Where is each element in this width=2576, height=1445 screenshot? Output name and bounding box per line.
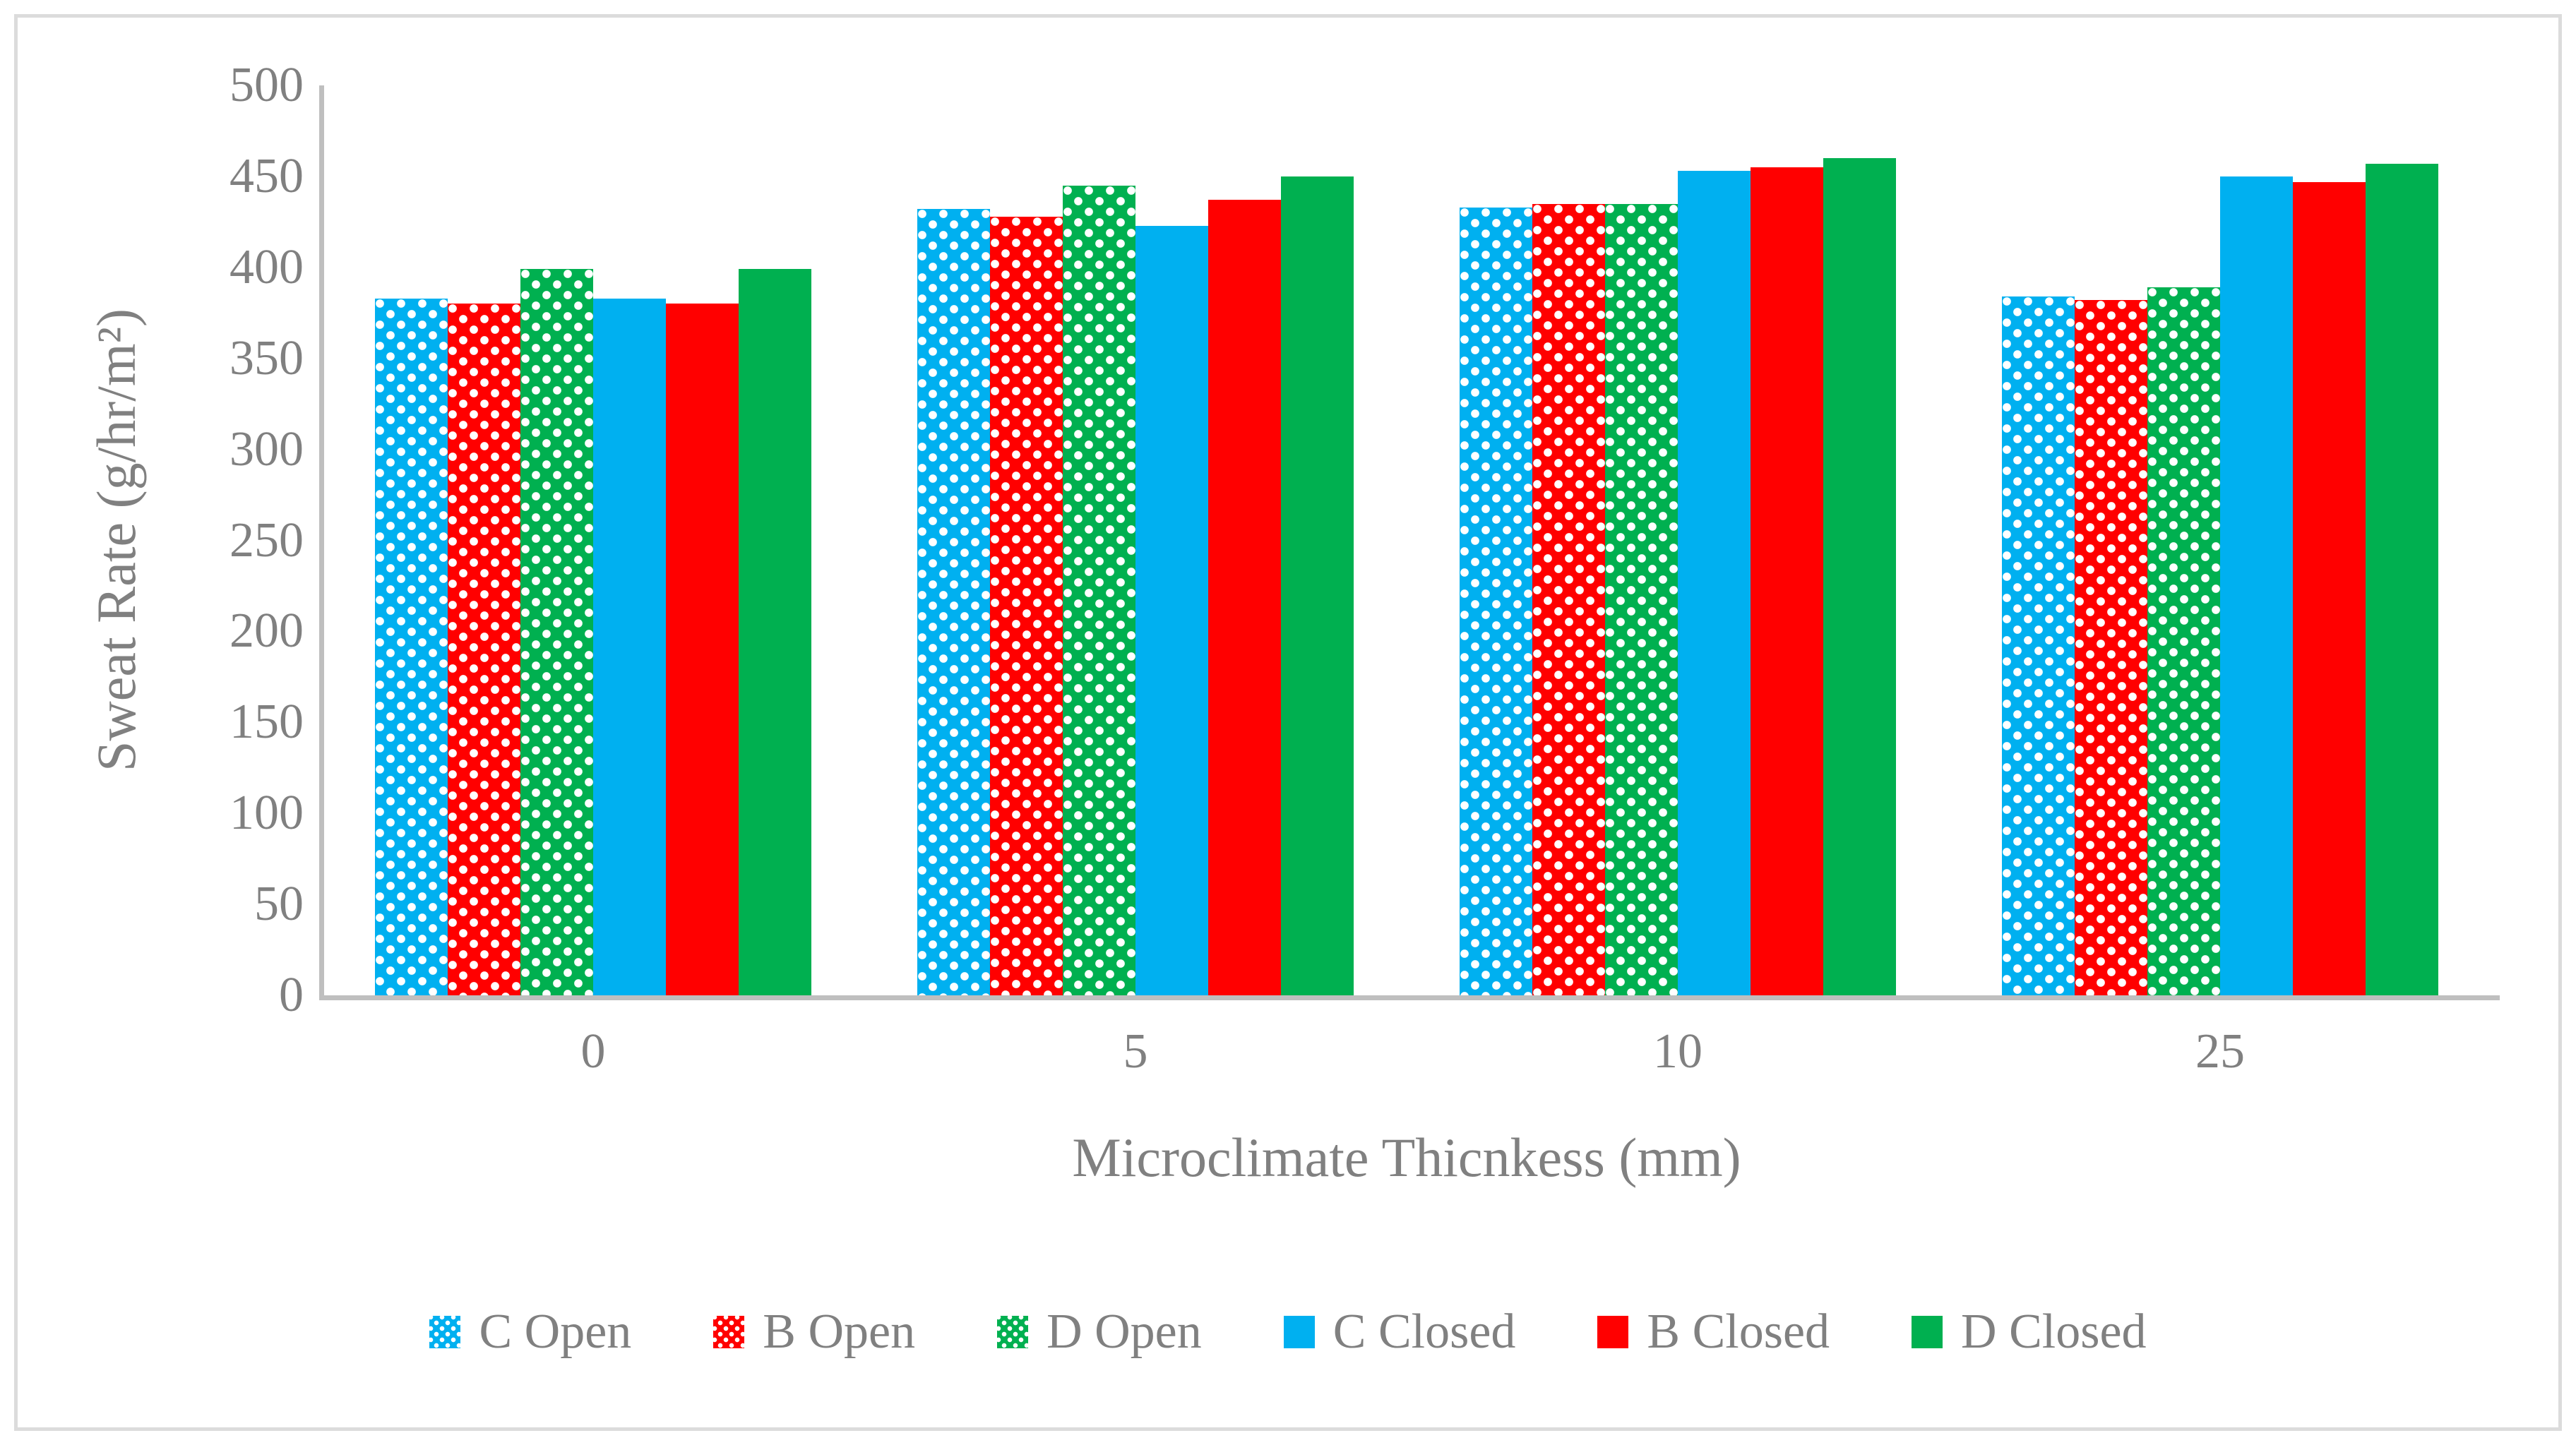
bar-d-open-25mm <box>2147 287 2220 995</box>
legend-label-d-closed: D Closed <box>1961 1305 2147 1359</box>
bar-group-0mm <box>375 85 811 995</box>
legend-label-b-open: B Open <box>763 1305 916 1359</box>
y-tick-100: 100 <box>229 786 304 841</box>
legend-label-b-closed: B Closed <box>1647 1305 1830 1359</box>
y-tick-0: 0 <box>279 968 304 1022</box>
legend-label-c-open: C Open <box>479 1305 632 1359</box>
bar-b-closed-10mm <box>1751 167 1823 995</box>
bar-d-closed-25mm <box>2366 163 2438 995</box>
bar-b-open-5mm <box>990 216 1063 995</box>
y-tick-500: 500 <box>229 58 304 112</box>
legend-item-b-closed: B Closed <box>1597 1307 1830 1357</box>
y-tick-400: 400 <box>229 239 304 294</box>
bar-d-closed-0mm <box>739 269 811 995</box>
legend-label-c-closed: C Closed <box>1332 1305 1516 1359</box>
legend: C Open B Open D Open C Closed B Closed D Clos… <box>0 1307 2576 1357</box>
bar-b-closed-5mm <box>1208 200 1281 995</box>
bar-d-open-0mm <box>520 269 593 995</box>
legend-item-c-closed: C Closed <box>1283 1305 1516 1359</box>
legend-swatch-b-closed <box>1597 1316 1629 1348</box>
y-tick-150: 150 <box>229 695 304 750</box>
legend-item-b-open: B Open <box>713 1307 915 1357</box>
bar-d-open-5mm <box>1063 185 1135 995</box>
legend-item-c-open: C Open <box>429 1307 631 1357</box>
plot-area <box>319 85 2500 1000</box>
bar-c-open-5mm <box>917 209 990 995</box>
bar-c-open-10mm <box>1460 207 1532 995</box>
y-tick-50: 50 <box>254 877 304 932</box>
legend-swatch-c-closed <box>1283 1316 1315 1348</box>
y-tick-300: 300 <box>229 421 304 476</box>
bar-b-open-0mm <box>448 304 520 995</box>
x-tick-25mm: 25 <box>2195 1024 2245 1079</box>
bar-d-closed-10mm <box>1823 158 1896 995</box>
bar-d-closed-5mm <box>1281 176 1354 995</box>
bar-c-open-0mm <box>375 298 448 995</box>
y-tick-250: 250 <box>229 512 304 568</box>
bar-c-open-25mm <box>2002 296 2075 995</box>
bar-group-25mm <box>2002 85 2438 995</box>
bar-b-closed-0mm <box>666 304 739 995</box>
y-axis-tick-labels: 0 50 100 150 200 250 300 350 400 450 500 <box>141 61 304 1020</box>
x-tick-0mm: 0 <box>580 1024 606 1079</box>
y-tick-450: 450 <box>229 148 304 203</box>
legend-item-d-open: D Open <box>997 1307 1202 1357</box>
bar-group-10mm <box>1460 85 1896 995</box>
x-tick-5mm: 5 <box>1123 1024 1148 1079</box>
x-axis-title: Microclimate Thicnkess (mm) <box>1072 1127 1741 1188</box>
legend-item-d-closed: D Closed <box>1912 1307 2147 1357</box>
legend-label-d-open: D Open <box>1046 1305 1202 1359</box>
legend-swatch-d-closed <box>1912 1316 1943 1348</box>
legend-swatch-c-open <box>429 1316 461 1348</box>
bar-c-closed-0mm <box>593 298 666 995</box>
bar-b-closed-25mm <box>2293 181 2366 995</box>
bar-group-5mm <box>917 85 1354 995</box>
bar-c-closed-10mm <box>1678 171 1751 995</box>
bars-area <box>324 85 2500 995</box>
legend-swatch-b-open <box>713 1316 745 1348</box>
bar-d-open-10mm <box>1605 203 1678 995</box>
bar-c-closed-5mm <box>1135 225 1208 995</box>
y-tick-350: 350 <box>229 330 304 385</box>
x-tick-10mm: 10 <box>1653 1024 1703 1079</box>
legend-swatch-d-open <box>997 1316 1029 1348</box>
y-axis-title: Sweat Rate (g/hr/m²) <box>85 308 147 772</box>
bar-b-open-25mm <box>2075 300 2147 995</box>
y-tick-200: 200 <box>229 604 304 659</box>
bar-b-open-10mm <box>1532 203 1605 995</box>
x-axis-tick-labels: 0 5 10 25 <box>324 1027 2500 1077</box>
bar-c-closed-25mm <box>2220 176 2293 995</box>
